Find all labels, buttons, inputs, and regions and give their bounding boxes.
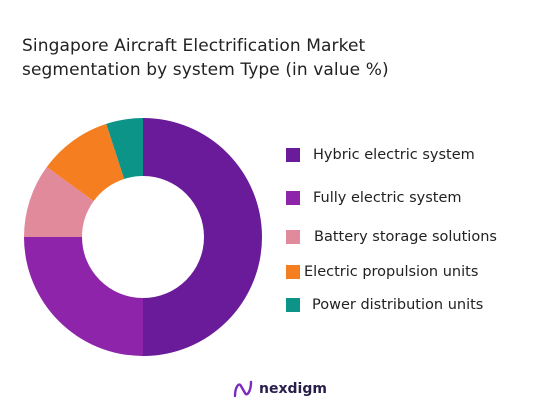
legend-swatch [286, 148, 300, 162]
legend-swatch [286, 230, 300, 244]
donut-slice-fully-electric-system [24, 237, 143, 356]
legend-swatch [286, 265, 300, 279]
legend-label: Fully electric system [313, 190, 462, 206]
donut-slice-hybric-electric-system [143, 118, 262, 356]
donut-slice-electric-propulsion-units [46, 123, 125, 202]
legend-item-fully-electric-system: Fully electric system [286, 187, 462, 209]
chart-title-line-2: segmentation by system Type (in value %) [22, 60, 389, 80]
nexdigm-logo-icon [233, 380, 253, 398]
brand-name: nexdigm [259, 381, 327, 397]
legend-item-power-distribution-units: Power distribution units [286, 294, 483, 316]
chart-title: Singapore Aircraft Electrification Marke… [22, 34, 492, 82]
legend-label: Battery storage solutions [314, 229, 497, 245]
chart-title-line-1: Singapore Aircraft Electrification Marke… [22, 36, 366, 56]
legend-item-electric-propulsion-units: Electric propulsion units [286, 261, 478, 283]
legend-item-hybric-electric-system: Hybric electric system [286, 144, 475, 166]
legend-label: Electric propulsion units [304, 264, 479, 280]
legend-item-battery-storage-solutions: Battery storage solutions [286, 226, 497, 248]
nexdigm-logo: nexdigm [232, 378, 327, 400]
donut-slice-power-distribution-units [106, 118, 143, 179]
legend-swatch [286, 298, 300, 312]
legend-label: Power distribution units [312, 297, 484, 313]
legend-label: Hybric electric system [313, 147, 475, 163]
legend-swatch [286, 191, 300, 205]
donut-slice-battery-storage-solutions [24, 167, 94, 237]
